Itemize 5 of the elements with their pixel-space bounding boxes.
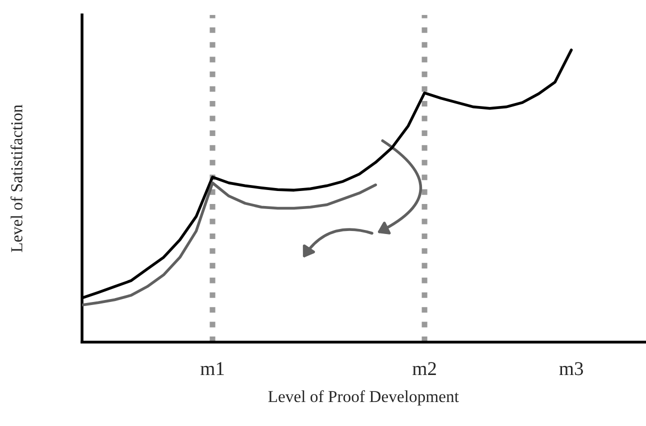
x-tick-label: m3 <box>559 362 583 376</box>
y-axis-title: Level of Satistifaction <box>10 104 22 252</box>
x-tick-label: m1 <box>200 362 224 376</box>
x-axis-title: Level of Proof Development <box>268 390 459 406</box>
x-tick-label: m2 <box>412 362 436 376</box>
